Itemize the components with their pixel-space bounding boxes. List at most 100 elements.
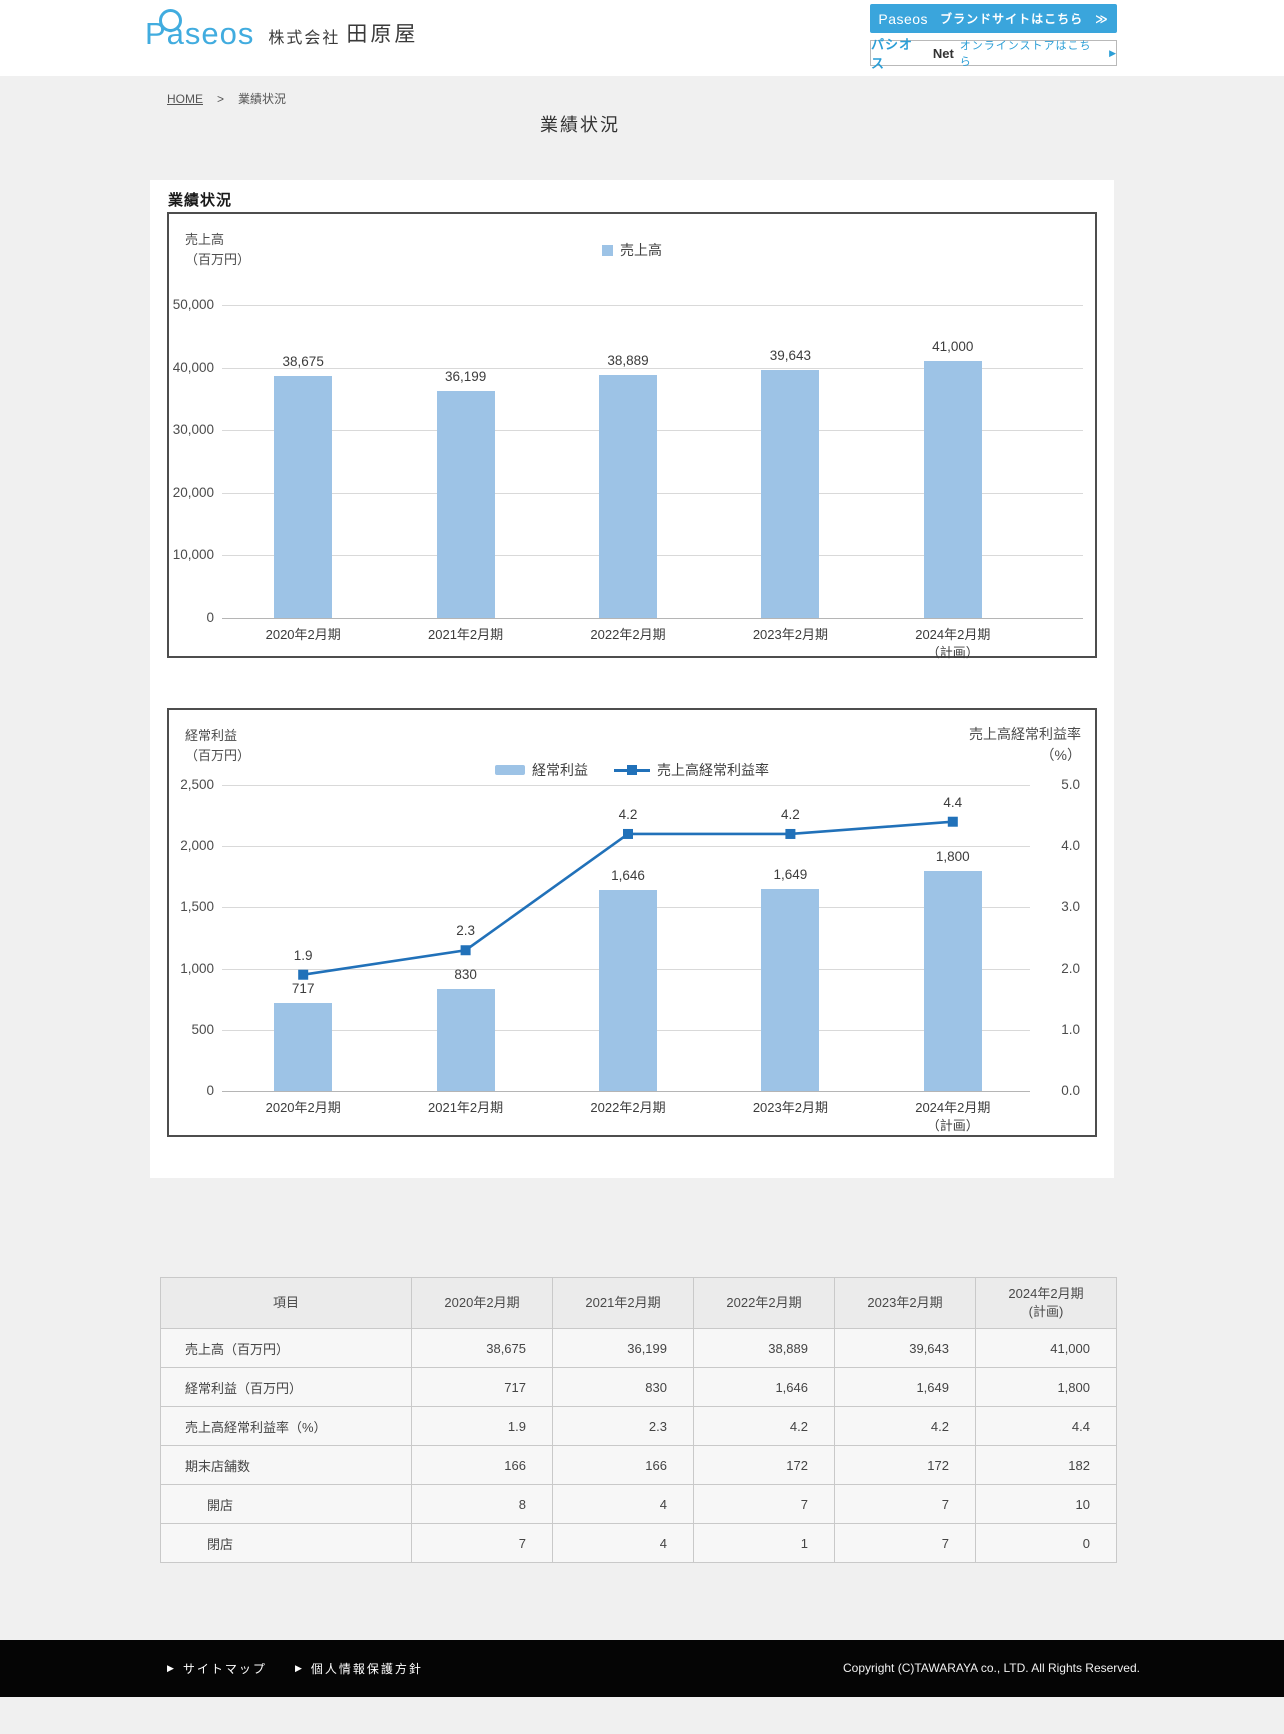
table-row: 開店 8 4 7 7 10 xyxy=(160,1484,1117,1524)
value-cell: 166 xyxy=(411,1445,553,1485)
bar xyxy=(274,1003,333,1091)
company-prefix: 株式会社 xyxy=(268,30,341,47)
value-cell: 4.2 xyxy=(834,1406,976,1446)
value-cell: 1.9 xyxy=(411,1406,553,1446)
footer-sitemap-label: サイトマップ xyxy=(182,1662,267,1676)
value-cell: 36,199 xyxy=(552,1328,694,1368)
chart1-y-axis-title: 売上高 （百万円） xyxy=(185,232,251,267)
chart2-legend: 経常利益 売上高経常利益率 xyxy=(169,760,1095,780)
arrow-right-icon: ▶ xyxy=(1109,47,1116,58)
bar xyxy=(923,870,982,1091)
breadcrumb-current: 業績状況 xyxy=(238,92,287,106)
bar-value-label: 38,675 xyxy=(282,353,324,369)
table-row: 売上高経常利益率（%） 1.9 2.3 4.2 4.2 4.4 xyxy=(160,1406,1117,1446)
table-row: 売上高（百万円） 38,675 36,199 38,889 39,643 41,000 xyxy=(160,1328,1117,1368)
profit-margin-legend-swatch xyxy=(614,765,650,775)
bar xyxy=(599,374,657,618)
bar-value-label: 36,199 xyxy=(444,369,487,385)
sales-legend-label: 売上高 xyxy=(620,242,662,258)
value-cell: 1,800 xyxy=(975,1367,1117,1407)
footer-privacy-link[interactable]: ▶ 個人情報保護方針 xyxy=(295,1660,423,1677)
bar-value-label: 41,000 xyxy=(932,339,974,355)
value-cell: 2.3 xyxy=(552,1406,694,1446)
bar-value-label: 717 xyxy=(291,981,315,997)
value-cell: 0 xyxy=(975,1523,1117,1563)
value-cell: 39,643 xyxy=(834,1328,976,1368)
online-store-button[interactable]: パシオス Net オンラインストアはこちら ▶ xyxy=(870,37,1117,71)
copyright-text: Copyright (C)TAWARAYA co., LTD. All Righ… xyxy=(843,1661,1140,1675)
x-category-label: 2023年2月期 xyxy=(752,627,828,642)
bar-value-label: 1,649 xyxy=(773,867,808,883)
bar-value-label: 1,800 xyxy=(935,848,970,864)
x-category-label: 2020年2月期 xyxy=(265,627,341,642)
value-cell: 717 xyxy=(411,1367,553,1407)
ordinary-profit-legend-label: 経常利益 xyxy=(532,762,588,778)
value-cell: 1 xyxy=(693,1523,835,1563)
row-label-cell: 売上高経常利益率（%） xyxy=(160,1406,412,1446)
x-category-label: 2022年2月期 xyxy=(590,627,666,642)
value-cell: 7 xyxy=(693,1484,835,1524)
value-cell: 38,889 xyxy=(693,1328,835,1368)
brand-button-logo: Paseos xyxy=(878,10,929,27)
header-cell: 2024年2月期 (計画) xyxy=(975,1277,1117,1329)
y-axis-tick-label: 50,000 xyxy=(172,297,214,312)
gridline xyxy=(222,846,1030,848)
x-category-label: 2024年2月期 （計画） xyxy=(915,627,991,661)
breadcrumb-separator: > xyxy=(217,91,225,106)
gridline xyxy=(222,785,1030,786)
line-value-label: 4.4 xyxy=(943,794,963,810)
gridline xyxy=(222,305,1083,306)
paseos-logo: Paseos xyxy=(145,9,254,49)
site-footer: ▶ サイトマップ ▶ 個人情報保護方針 Copyright (C)TAWARAY… xyxy=(0,1640,1284,1697)
store-button-brand-suffix: Net xyxy=(932,45,954,61)
company-name: 株式会社 田原屋 xyxy=(268,18,418,49)
y-axis-tick-label: 2,000 xyxy=(180,838,214,854)
bar xyxy=(436,391,495,618)
page-title: 業績状況 xyxy=(540,115,620,135)
value-cell: 172 xyxy=(834,1445,976,1485)
footer-sitemap-link[interactable]: ▶ サイトマップ xyxy=(167,1660,267,1677)
paseos-logo-ring-icon xyxy=(159,9,182,32)
row-label-cell: 経常利益（百万円） xyxy=(160,1367,412,1407)
x-category-label: 2020年2月期 xyxy=(265,1100,341,1115)
x-category-label: 2021年2月期 xyxy=(428,627,504,642)
value-cell: 4.2 xyxy=(693,1406,835,1446)
chart2-y-axis-title: 経常利益 （百万円） xyxy=(185,728,251,763)
y-axis-tick-label: 0 xyxy=(206,610,214,625)
table-row: 経常利益（百万円） 717 830 1,646 1,649 1,800 xyxy=(160,1367,1117,1407)
y-axis-tick-label: 20,000 xyxy=(172,484,214,500)
gridline xyxy=(222,618,1083,619)
chart1-legend: 売上高 xyxy=(169,240,1095,260)
performance-table: 項目 2020年2月期 2021年2月期 2022年2月期 2023年2月期 2024年2… xyxy=(160,1277,1117,1563)
profit-combo-chart: 経常利益 （百万円） 売上高経常利益率 （%） 経常利益 売上高経常利益率 2,… xyxy=(167,708,1097,1137)
triangle-right-icon: ▶ xyxy=(167,1663,176,1673)
value-cell: 1,646 xyxy=(693,1367,835,1407)
triangle-right-icon: ▶ xyxy=(294,1663,304,1673)
y-axis-tick-label: 30,000 xyxy=(172,422,214,438)
profit-margin-legend-label: 売上高経常利益率 xyxy=(657,762,769,778)
company-title: 田原屋 xyxy=(346,23,419,46)
x-category-label: 2021年2月期 xyxy=(428,1100,504,1115)
bar xyxy=(761,889,820,1091)
breadcrumb-home-link[interactable]: HOME xyxy=(167,91,203,106)
value-cell: 830 xyxy=(552,1367,694,1407)
row-label-cell: 売上高（百万円） xyxy=(160,1328,412,1368)
row-label-cell: 期末店舗数 xyxy=(160,1445,412,1485)
value-cell: 10 xyxy=(975,1484,1117,1524)
brand-button-label: ブランドサイトはこちら xyxy=(940,12,1084,26)
y-axis-tick-label: 0 xyxy=(206,1083,214,1098)
value-cell: 4 xyxy=(552,1523,694,1563)
right-axis-tick-label: 3.0 xyxy=(1061,899,1080,915)
bar xyxy=(599,889,657,1091)
table-body: 売上高（百万円） 38,675 36,199 38,889 39,643 41,000 経常… xyxy=(160,1328,1117,1563)
bar-value-label: 39,643 xyxy=(769,347,812,363)
header-cell: 2023年2月期 xyxy=(834,1277,976,1329)
brand-site-button[interactable]: Paseos ブランドサイトはこちら ≫ xyxy=(870,4,1117,33)
table-header-row: 項目 2020年2月期 2021年2月期 2022年2月期 2023年2月期 2024年2… xyxy=(160,1277,1117,1329)
footer-privacy-label: 個人情報保護方針 xyxy=(310,1662,423,1676)
gridline xyxy=(222,1091,1030,1092)
y-axis-tick-label: 1,500 xyxy=(180,899,214,915)
right-axis-tick-label: 4.0 xyxy=(1061,838,1080,854)
site-logo[interactable]: Paseos 株式会社 田原屋 xyxy=(145,9,418,49)
value-cell: 172 xyxy=(693,1445,835,1485)
